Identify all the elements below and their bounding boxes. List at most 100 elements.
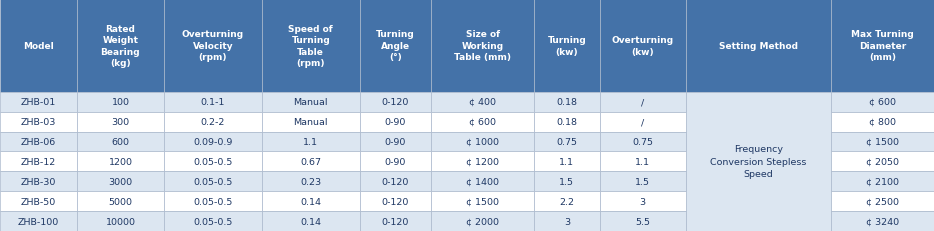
Text: 0.14: 0.14 [301, 217, 321, 226]
Text: 0.75: 0.75 [632, 137, 653, 146]
Bar [831, 92, 934, 112]
Bar [534, 152, 600, 172]
Text: 0.67: 0.67 [301, 157, 321, 166]
Text: 5000: 5000 [108, 197, 133, 206]
Bar [432, 191, 534, 211]
Text: ¢ 600: ¢ 600 [869, 98, 896, 107]
Text: 1200: 1200 [108, 157, 133, 166]
Bar [164, 0, 262, 92]
Bar [534, 211, 600, 231]
Bar [0, 132, 77, 152]
Bar [600, 112, 686, 132]
Text: ZHB-30: ZHB-30 [21, 177, 56, 186]
Bar [360, 92, 432, 112]
Text: 0-120: 0-120 [382, 177, 409, 186]
Bar [262, 132, 360, 152]
Text: ZHB-06: ZHB-06 [21, 137, 56, 146]
Bar [534, 191, 600, 211]
Bar [600, 211, 686, 231]
Text: 0.09-0.9: 0.09-0.9 [193, 137, 233, 146]
Bar [534, 92, 600, 112]
Text: 0-90: 0-90 [385, 137, 406, 146]
Bar [360, 211, 432, 231]
Bar [0, 0, 77, 92]
Text: ¢ 2100: ¢ 2100 [866, 177, 899, 186]
Text: 0-90: 0-90 [385, 118, 406, 127]
Bar [534, 0, 600, 92]
Bar [77, 92, 164, 112]
Bar [164, 92, 262, 112]
Bar [262, 92, 360, 112]
Bar [831, 172, 934, 191]
Bar [360, 172, 432, 191]
Text: ZHB-01: ZHB-01 [21, 98, 56, 107]
Text: 1.1: 1.1 [559, 157, 574, 166]
Text: Max Turning
Diameter
(mm): Max Turning Diameter (mm) [851, 30, 913, 62]
Bar [77, 211, 164, 231]
Text: 10000: 10000 [106, 217, 135, 226]
Bar [600, 0, 686, 92]
Text: ¢ 1500: ¢ 1500 [466, 197, 500, 206]
Text: 0.14: 0.14 [301, 197, 321, 206]
Text: 0.18: 0.18 [557, 118, 577, 127]
Text: 1.1: 1.1 [635, 157, 650, 166]
Bar [432, 132, 534, 152]
Text: 0-120: 0-120 [382, 197, 409, 206]
Bar [77, 112, 164, 132]
Bar [360, 152, 432, 172]
Bar [432, 112, 534, 132]
Bar [164, 191, 262, 211]
Bar [360, 0, 432, 92]
Bar [600, 92, 686, 112]
Bar [262, 191, 360, 211]
Bar [360, 112, 432, 132]
Bar [0, 211, 77, 231]
Bar [600, 191, 686, 211]
Bar [0, 191, 77, 211]
Text: ¢ 600: ¢ 600 [469, 118, 496, 127]
Bar [164, 132, 262, 152]
Text: 1.5: 1.5 [635, 177, 650, 186]
Text: 5.5: 5.5 [635, 217, 650, 226]
Bar [262, 0, 360, 92]
Text: Frequency
Conversion Stepless
Speed: Frequency Conversion Stepless Speed [710, 145, 807, 179]
Text: ZHB-03: ZHB-03 [21, 118, 56, 127]
Text: 3: 3 [640, 197, 645, 206]
Text: 3000: 3000 [108, 177, 133, 186]
Bar [77, 0, 164, 92]
Text: 1.1: 1.1 [304, 137, 318, 146]
Text: ¢ 2000: ¢ 2000 [466, 217, 500, 226]
Text: 0.05-0.5: 0.05-0.5 [193, 197, 233, 206]
Bar [360, 191, 432, 211]
Text: /: / [641, 98, 644, 107]
Bar [0, 112, 77, 132]
Bar [164, 172, 262, 191]
Text: /: / [641, 118, 644, 127]
Text: 0.05-0.5: 0.05-0.5 [193, 157, 233, 166]
Bar [77, 191, 164, 211]
Text: Rated
Weight
Bearing
(kg): Rated Weight Bearing (kg) [101, 25, 140, 68]
Bar [262, 112, 360, 132]
Bar [432, 92, 534, 112]
Text: 3: 3 [564, 217, 570, 226]
Bar [262, 172, 360, 191]
Bar [432, 211, 534, 231]
Text: 0-120: 0-120 [382, 98, 409, 107]
Bar [831, 0, 934, 92]
Bar [534, 112, 600, 132]
Bar [831, 191, 934, 211]
Text: ¢ 1400: ¢ 1400 [466, 177, 500, 186]
Text: ¢ 1000: ¢ 1000 [466, 137, 500, 146]
Text: Size of
Working
Table (mm): Size of Working Table (mm) [454, 30, 511, 62]
Bar [164, 152, 262, 172]
Bar [360, 132, 432, 152]
Text: 0.05-0.5: 0.05-0.5 [193, 177, 233, 186]
Text: 1.5: 1.5 [559, 177, 574, 186]
Bar [262, 152, 360, 172]
Text: 0.23: 0.23 [300, 177, 321, 186]
Bar [831, 211, 934, 231]
Text: Manual: Manual [293, 98, 328, 107]
Text: Turning
(kw): Turning (kw) [547, 36, 587, 56]
Text: ZHB-12: ZHB-12 [21, 157, 56, 166]
Text: ZHB-50: ZHB-50 [21, 197, 56, 206]
